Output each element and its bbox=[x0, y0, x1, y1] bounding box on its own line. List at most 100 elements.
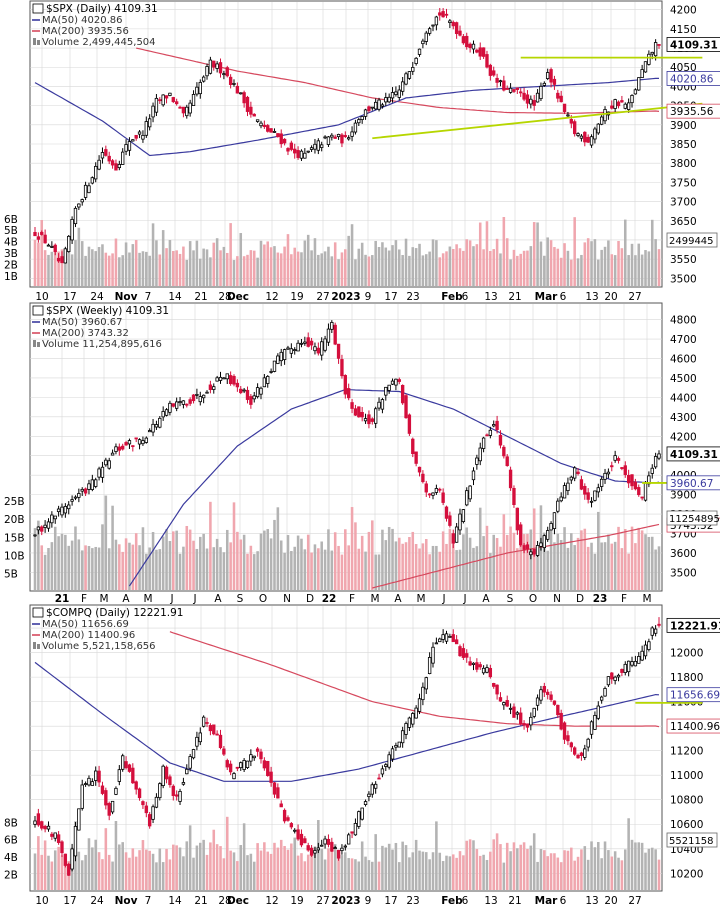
candle-body bbox=[390, 92, 395, 99]
candle-body bbox=[212, 386, 216, 390]
volume-bar bbox=[499, 546, 502, 590]
candle-body bbox=[168, 92, 172, 96]
volume-bar bbox=[225, 252, 229, 286]
volume-bar bbox=[67, 545, 71, 590]
y-tick-label: 3850 bbox=[670, 139, 697, 151]
candle-body bbox=[404, 73, 408, 85]
candle-body bbox=[411, 67, 415, 72]
volume-tick-label: 4B bbox=[4, 237, 18, 249]
volume-bar bbox=[222, 858, 226, 890]
candle-body bbox=[492, 70, 496, 76]
volume-bar bbox=[84, 545, 87, 590]
volume-bar bbox=[276, 847, 280, 890]
x-tick-label: F bbox=[349, 593, 355, 605]
volume-bar bbox=[273, 246, 276, 286]
volume-bar bbox=[121, 842, 124, 890]
volume-bar bbox=[627, 818, 630, 890]
legend-entry: MA(200) 3743.32 bbox=[42, 328, 129, 339]
volume-bar bbox=[360, 535, 364, 590]
candle-body bbox=[552, 700, 557, 705]
volume-bar bbox=[131, 544, 135, 590]
volume-bar bbox=[215, 538, 219, 590]
x-tick-label: A bbox=[214, 593, 222, 605]
candle-body bbox=[613, 676, 617, 681]
candle-body bbox=[481, 667, 486, 674]
volume-bar bbox=[327, 246, 330, 286]
candle-body bbox=[610, 465, 614, 468]
volume-bar bbox=[445, 543, 448, 590]
x-tick-label: N bbox=[553, 593, 561, 605]
x-tick-label: J bbox=[192, 593, 196, 605]
candle-body bbox=[326, 136, 331, 145]
volume-bar bbox=[603, 841, 607, 890]
volume-legend-icon bbox=[37, 40, 40, 45]
volume-tag-box bbox=[666, 232, 718, 248]
volume-bar bbox=[445, 251, 448, 286]
candle-body bbox=[461, 648, 466, 658]
x-tick-label: A bbox=[394, 593, 402, 605]
volume-bar bbox=[374, 834, 377, 890]
candle-body bbox=[124, 442, 128, 446]
volume-bar bbox=[539, 848, 543, 890]
volume-bar bbox=[573, 545, 576, 590]
candle-body bbox=[434, 16, 439, 26]
volume-bar bbox=[269, 538, 273, 590]
y-tick-label: 3500 bbox=[670, 273, 697, 285]
volume-bar bbox=[549, 853, 553, 890]
volume-bar bbox=[293, 546, 296, 590]
x-tick-label: 21 bbox=[508, 291, 521, 303]
volume-bar bbox=[212, 829, 216, 890]
volume-bar bbox=[91, 548, 94, 590]
candle-body bbox=[289, 142, 294, 150]
candle-body bbox=[512, 487, 516, 506]
volume-bar bbox=[637, 527, 641, 590]
candle-body bbox=[569, 476, 573, 481]
candle-body bbox=[397, 89, 401, 98]
candle-body bbox=[640, 69, 644, 78]
volume-bar bbox=[47, 855, 50, 890]
candle-body bbox=[444, 13, 449, 16]
candle-body bbox=[97, 770, 101, 783]
volume-bar bbox=[414, 839, 418, 890]
volume-bar bbox=[559, 539, 563, 590]
candle-body bbox=[148, 118, 152, 128]
y-tick-label: 4400 bbox=[670, 392, 697, 404]
volume-bar bbox=[192, 857, 195, 890]
candle-body bbox=[626, 102, 631, 110]
x-tick-label: Nov bbox=[115, 895, 138, 907]
candle-body bbox=[657, 453, 661, 459]
candle-body bbox=[127, 440, 132, 445]
volume-bar bbox=[114, 238, 118, 286]
candle-body bbox=[83, 783, 88, 785]
volume-bar bbox=[222, 246, 226, 286]
candle-body bbox=[306, 337, 310, 347]
candle-body bbox=[205, 722, 209, 724]
candle-body bbox=[397, 379, 401, 382]
candle-body bbox=[131, 767, 135, 784]
volume-bar bbox=[580, 849, 583, 890]
candle-body bbox=[178, 106, 182, 109]
candle-body bbox=[522, 92, 526, 100]
volume-bar bbox=[509, 526, 512, 590]
volume-bar bbox=[246, 254, 249, 286]
candle-body bbox=[417, 698, 422, 712]
candle-body bbox=[259, 122, 263, 127]
candle-body bbox=[556, 500, 560, 512]
x-tick-label: Mar bbox=[535, 895, 559, 907]
candle-body bbox=[599, 696, 604, 701]
candle-body bbox=[583, 131, 587, 143]
volume-bar bbox=[448, 528, 452, 590]
ma200-line bbox=[169, 631, 660, 728]
volume-tick-label: 8B bbox=[4, 817, 18, 829]
candle-body bbox=[620, 668, 624, 673]
volume-bar bbox=[128, 542, 131, 590]
candle-body bbox=[70, 499, 74, 502]
candle-body bbox=[542, 535, 546, 548]
candle-body bbox=[653, 456, 658, 468]
candle-body bbox=[643, 61, 648, 73]
volume-bar bbox=[647, 251, 651, 286]
volume-bar bbox=[401, 543, 404, 590]
volume-bar bbox=[623, 849, 627, 890]
volume-bar bbox=[50, 542, 54, 590]
volume-bar bbox=[387, 526, 391, 590]
